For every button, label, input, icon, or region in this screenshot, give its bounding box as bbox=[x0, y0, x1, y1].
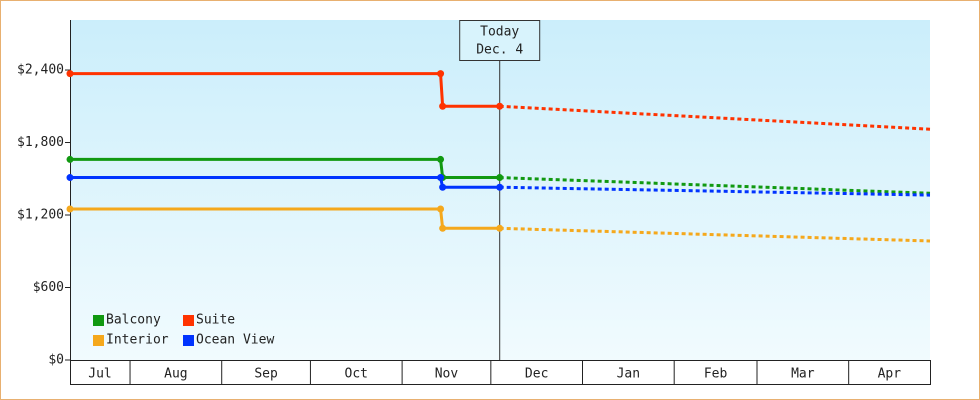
x-axis-box bbox=[70, 360, 931, 385]
legend-swatch bbox=[93, 335, 104, 346]
point bbox=[439, 183, 447, 191]
legend-swatch bbox=[183, 335, 194, 346]
x-tick-label: Nov bbox=[435, 367, 459, 382]
y-tick-label: $1,200 bbox=[17, 208, 64, 223]
legend-label: Interior bbox=[106, 333, 169, 348]
point bbox=[437, 155, 445, 163]
today-label: Today bbox=[480, 25, 519, 40]
x-tick-label: Mar bbox=[791, 367, 815, 382]
y-tick-label: $0 bbox=[48, 353, 64, 368]
x-tick-label: Sep bbox=[254, 367, 278, 382]
x-tick-label: Apr bbox=[878, 367, 902, 382]
series-line bbox=[70, 176, 500, 189]
legend-label: Ocean View bbox=[196, 333, 274, 348]
point bbox=[437, 70, 445, 78]
forecast-line bbox=[499, 226, 931, 243]
x-tick-label: Aug bbox=[164, 367, 187, 382]
point bbox=[439, 224, 447, 232]
y-tick-label: $2,400 bbox=[17, 63, 64, 78]
today-box bbox=[459, 20, 541, 61]
point bbox=[439, 102, 447, 110]
y-tick-label: $1,800 bbox=[17, 135, 64, 150]
x-tick-label: Dec bbox=[525, 367, 548, 382]
forecast-line bbox=[499, 104, 931, 131]
x-tick-label: Feb bbox=[704, 367, 728, 382]
point bbox=[66, 205, 74, 213]
point bbox=[66, 155, 74, 163]
legend-swatch bbox=[183, 315, 194, 326]
series-line bbox=[70, 72, 500, 108]
point bbox=[66, 70, 74, 78]
series-line bbox=[70, 207, 500, 230]
point bbox=[496, 102, 504, 110]
forecast-line bbox=[499, 176, 931, 195]
point bbox=[437, 205, 445, 213]
x-tick-label: Jul bbox=[88, 367, 111, 382]
series-line bbox=[70, 157, 500, 180]
point bbox=[496, 183, 504, 191]
legend-label: Suite bbox=[196, 313, 235, 328]
point bbox=[437, 174, 445, 182]
legend-swatch bbox=[93, 315, 104, 326]
point bbox=[496, 224, 504, 232]
point bbox=[66, 174, 74, 182]
x-tick-label: Jan bbox=[617, 367, 640, 382]
y-tick-label: $600 bbox=[33, 280, 64, 295]
forecast-line bbox=[499, 185, 931, 197]
point bbox=[496, 174, 504, 182]
legend-label: Balcony bbox=[106, 313, 161, 328]
today-date: Dec. 4 bbox=[476, 43, 523, 58]
x-tick-label: Oct bbox=[345, 367, 368, 382]
